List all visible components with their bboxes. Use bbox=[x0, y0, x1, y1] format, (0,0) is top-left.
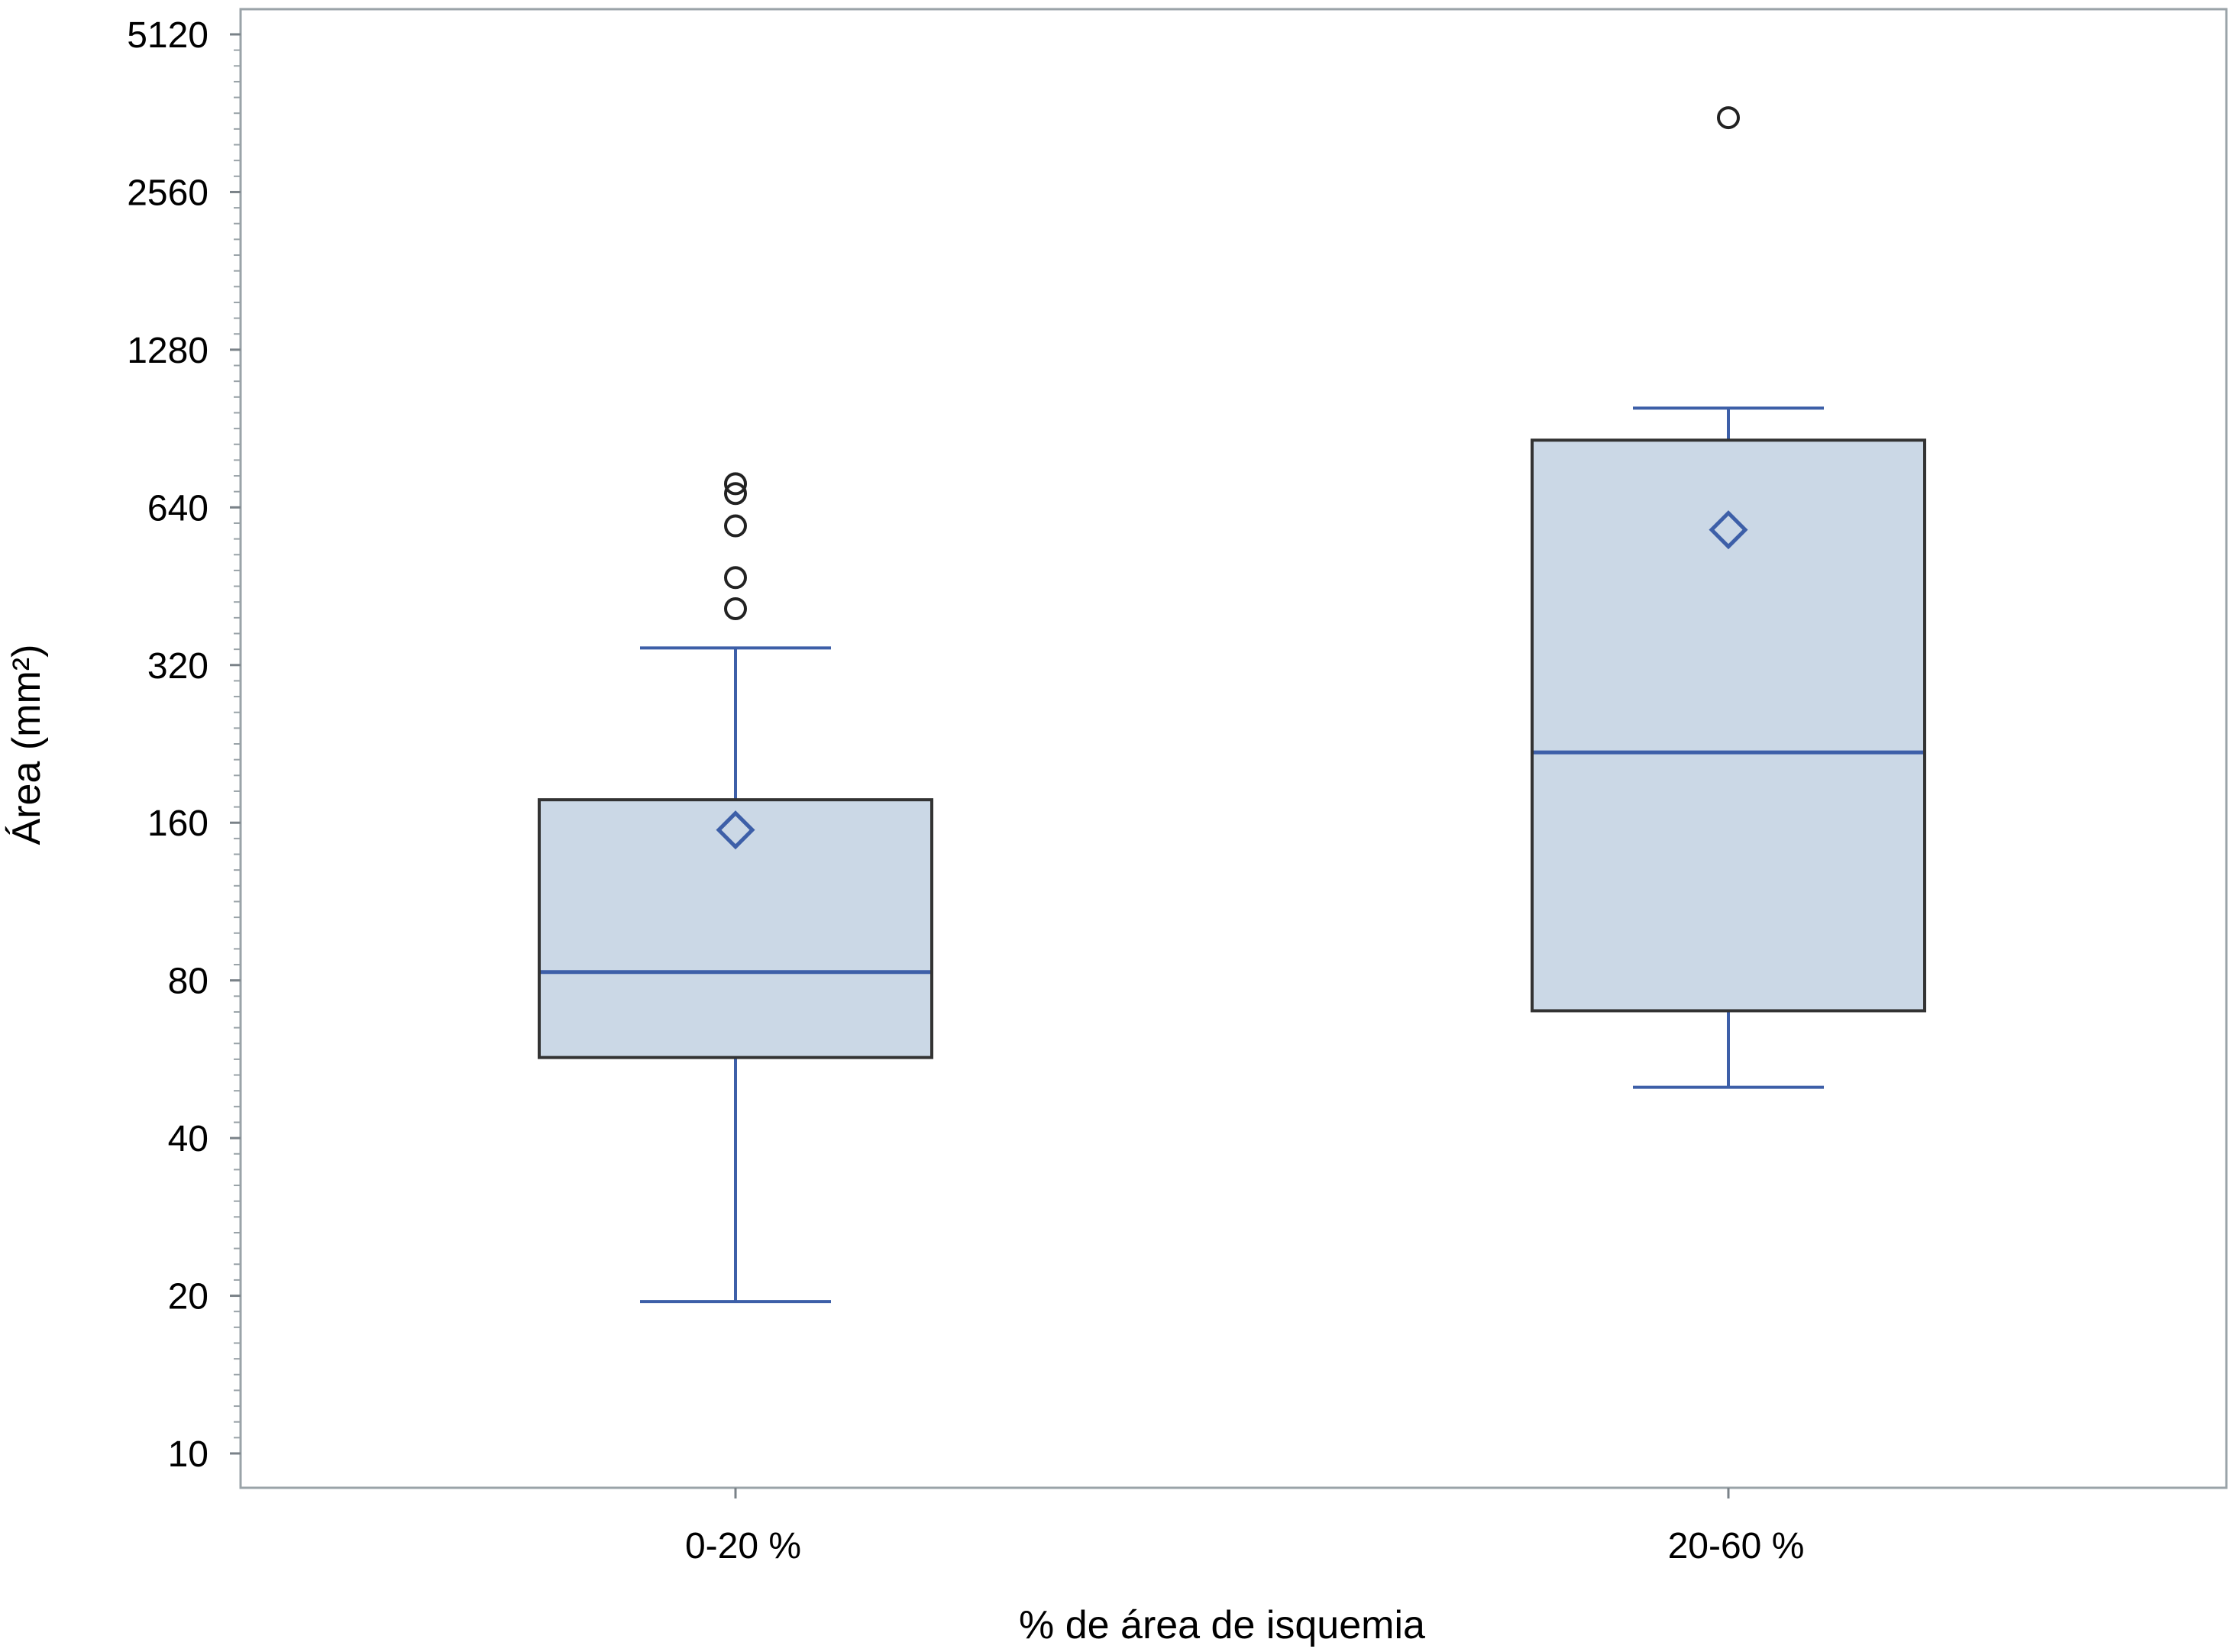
plot-frame bbox=[239, 8, 2228, 1489]
y-tick-label: 40 bbox=[168, 1119, 209, 1159]
box-group bbox=[1531, 106, 1926, 1089]
x-tick-label: 0-20 % bbox=[685, 1526, 801, 1566]
outlier-point bbox=[724, 596, 747, 620]
y-axis: 10 20 40 80 160 320 640 1280 2560 5120 bbox=[127, 15, 241, 1475]
x-tick-label: 20-60 % bbox=[1668, 1526, 1805, 1566]
y-tick-label: 5120 bbox=[127, 15, 209, 56]
iqr-box bbox=[538, 798, 933, 1059]
y-tick-label: 20 bbox=[168, 1277, 209, 1317]
y-axis-title: Área (mm²) bbox=[5, 645, 49, 845]
outlier-point bbox=[724, 514, 747, 538]
x-axis-title: % de área de isquemia bbox=[1019, 1603, 1425, 1647]
iqr-box bbox=[1531, 438, 1926, 1013]
y-tick-label: 320 bbox=[147, 646, 209, 687]
box-group bbox=[538, 472, 933, 1304]
outlier-point bbox=[724, 482, 747, 506]
y-tick-label: 10 bbox=[168, 1434, 209, 1475]
y-tick-label: 1280 bbox=[127, 331, 209, 371]
x-axis: 0-20 % 20-60 % bbox=[685, 1488, 1804, 1566]
boxes-layer bbox=[538, 106, 1926, 1304]
outlier-point bbox=[724, 566, 747, 590]
y-tick-label: 640 bbox=[147, 488, 209, 529]
y-tick-label: 80 bbox=[168, 962, 209, 1002]
mean-marker bbox=[1709, 510, 1748, 550]
outlier-point bbox=[1717, 106, 1740, 130]
y-tick-label: 2560 bbox=[127, 173, 209, 213]
mean-marker bbox=[716, 810, 755, 850]
y-tick-label: 160 bbox=[147, 803, 209, 844]
outlier-point bbox=[724, 472, 747, 496]
